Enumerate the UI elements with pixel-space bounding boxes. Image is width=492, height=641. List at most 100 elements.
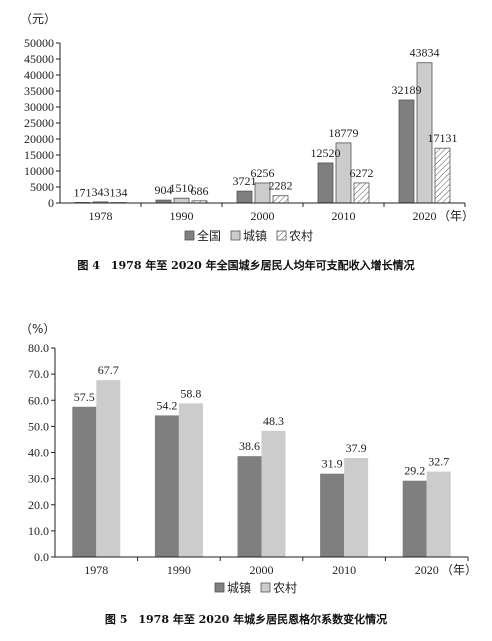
y-tick-label: 45000 bbox=[24, 52, 54, 66]
data-label: 57.5 bbox=[74, 390, 95, 404]
bar bbox=[72, 406, 97, 557]
bar bbox=[236, 190, 253, 204]
data-label: 43834 bbox=[410, 46, 440, 60]
x-tick-label: 2010 bbox=[332, 209, 356, 223]
data-label: 31.9 bbox=[322, 457, 343, 471]
data-label: 37.9 bbox=[346, 441, 367, 455]
y-tick-label: 40000 bbox=[24, 68, 54, 82]
data-label: 171 bbox=[74, 185, 92, 199]
y-tick-label: 20.0 bbox=[28, 498, 49, 512]
data-label: 6272 bbox=[350, 166, 374, 180]
y-tick-label: 0.0 bbox=[34, 550, 49, 564]
y-tick-label: 10000 bbox=[24, 164, 54, 178]
data-label: 29.2 bbox=[404, 464, 425, 478]
income-y-axis: 0 5000 10000 15000 20000 25000 30000 35000 40000… bbox=[24, 36, 60, 210]
data-label: 32.7 bbox=[428, 455, 449, 469]
x-tick-label: 1978 bbox=[89, 209, 113, 223]
y-tick-label: 60.0 bbox=[28, 393, 49, 407]
engel-x-axis: 1978 1990 2000 2010 2020 bbox=[84, 557, 469, 577]
x-tick-label: 1990 bbox=[170, 209, 194, 223]
legend-swatch bbox=[214, 582, 225, 593]
income-x-axis: 1978 1990 2000 2010 2020 bbox=[89, 203, 466, 223]
data-label: 12520 bbox=[311, 146, 341, 160]
engel-legend: 城镇 农村 bbox=[214, 581, 297, 595]
x-tick-label: 2000 bbox=[250, 563, 274, 577]
bar bbox=[344, 457, 369, 557]
y-tick-label: 40.0 bbox=[28, 446, 49, 460]
y-tick-label: 20000 bbox=[24, 132, 54, 146]
data-label: 58.8 bbox=[180, 386, 201, 400]
y-tick-label: 30.0 bbox=[28, 472, 49, 486]
data-label: 18779 bbox=[329, 126, 359, 140]
y-tick-label: 50.0 bbox=[28, 419, 49, 433]
data-label: 38.6 bbox=[239, 439, 260, 453]
income-legend: 全国 城镇 农村 bbox=[184, 228, 313, 243]
bar bbox=[272, 195, 289, 204]
legend-label: 城镇 bbox=[227, 581, 251, 595]
engel-data-labels: 57.567.7 54.258.8 38.648.3 31.937.9 29.232.7 bbox=[74, 363, 449, 478]
data-label: 904 bbox=[155, 183, 173, 197]
engel-y-axis: 0.0 10.0 20.0 30.0 40.0 50.0 60.0 70.0 80.0 bbox=[28, 341, 55, 564]
data-label: 686 bbox=[191, 184, 209, 198]
legend-label: 城镇 bbox=[243, 229, 267, 243]
data-label: 343 bbox=[92, 185, 110, 199]
legend-label: 农村 bbox=[289, 229, 313, 243]
y-tick-label: 80.0 bbox=[28, 341, 49, 355]
x-tick-label: 2020 bbox=[413, 209, 437, 223]
y-tick-label: 15000 bbox=[24, 148, 54, 162]
engel-chart-caption: 图 5 1978 年至 2020 年城乡居民恩格尔系数变化情况 bbox=[105, 612, 387, 626]
legend-swatch bbox=[184, 230, 195, 241]
income-chart-caption: 图 4 1978 年至 2020 年全国城乡居民人均年可支配收入增长情况 bbox=[77, 258, 414, 272]
bar bbox=[426, 471, 451, 557]
x-tick-label: 2010 bbox=[332, 563, 356, 577]
income-year-suffix: （年） bbox=[438, 209, 474, 223]
bar bbox=[261, 430, 286, 557]
data-label: 54.2 bbox=[156, 398, 177, 412]
bar bbox=[237, 456, 262, 557]
bar bbox=[320, 473, 345, 557]
data-label: 48.3 bbox=[263, 414, 284, 428]
engel-unit-label: （%） bbox=[20, 322, 55, 336]
engel-chart: （%） 0.010.020.030.040.050.060.070.080.0 … bbox=[20, 322, 477, 626]
data-label: 1510 bbox=[170, 181, 194, 195]
data-label: 134 bbox=[110, 186, 128, 200]
x-tick-label: 1978 bbox=[84, 563, 108, 577]
engel-year-suffix: （年） bbox=[441, 563, 477, 577]
y-tick-label: 50000 bbox=[24, 36, 54, 50]
y-tick-label: 35000 bbox=[24, 84, 54, 98]
x-tick-label: 2020 bbox=[415, 563, 439, 577]
data-label: 17131 bbox=[428, 131, 458, 145]
data-label: 2282 bbox=[269, 179, 293, 193]
y-tick-label: 0 bbox=[48, 196, 54, 210]
y-tick-label: 30000 bbox=[24, 100, 54, 114]
x-tick-label: 1990 bbox=[167, 563, 191, 577]
data-label: 67.7 bbox=[98, 363, 119, 377]
bar bbox=[434, 147, 451, 204]
income-unit-label: （元） bbox=[20, 12, 56, 26]
engel-bars bbox=[72, 380, 451, 557]
bar bbox=[154, 415, 179, 557]
legend-swatch bbox=[260, 582, 271, 593]
x-tick-label: 2000 bbox=[251, 209, 275, 223]
data-label: 3721 bbox=[233, 174, 257, 188]
legend-label: 农村 bbox=[273, 581, 297, 595]
bar bbox=[398, 99, 415, 204]
data-label: 32189 bbox=[392, 83, 422, 97]
legend-label: 全国 bbox=[197, 228, 221, 243]
y-tick-label: 25000 bbox=[24, 116, 54, 130]
income-bars bbox=[74, 62, 451, 204]
data-label: 6256 bbox=[251, 166, 275, 180]
bar bbox=[178, 403, 203, 557]
bar bbox=[173, 197, 190, 204]
bar bbox=[353, 182, 370, 204]
legend-swatch bbox=[276, 230, 287, 241]
y-tick-label: 10.0 bbox=[28, 524, 49, 538]
y-tick-label: 5000 bbox=[30, 180, 54, 194]
bar bbox=[402, 480, 427, 557]
bar bbox=[96, 380, 121, 557]
y-tick-label: 70.0 bbox=[28, 367, 49, 381]
bar bbox=[317, 162, 334, 204]
income-chart: （元） 0 5000 10000 15000 20000 25000 30000 35000 4… bbox=[20, 12, 474, 272]
